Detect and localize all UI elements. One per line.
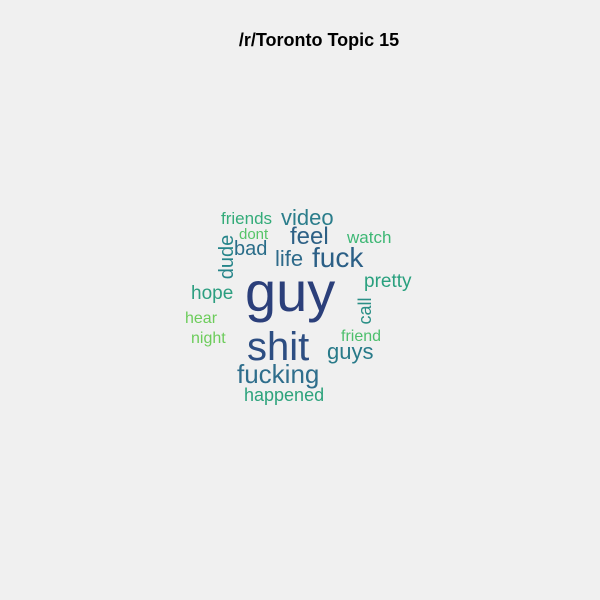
word-life: life	[275, 246, 304, 271]
word-guy: guy	[245, 260, 336, 323]
word-night: night	[191, 330, 226, 347]
word-feel: feel	[290, 223, 329, 250]
word-watch: watch	[347, 228, 392, 247]
word-friends: friends	[221, 209, 273, 228]
word-video: video	[281, 205, 334, 230]
word-pretty: pretty	[364, 271, 412, 292]
chart-title: /r/Toronto Topic 15	[238, 30, 400, 50]
word-guys: guys	[327, 339, 374, 364]
word-bad: bad	[234, 238, 268, 260]
word-hope: hope	[191, 283, 234, 304]
word-happened: happened	[244, 385, 325, 405]
word-friend: friend	[341, 328, 382, 345]
word-dude: dude	[216, 234, 238, 280]
word-fucking: fucking	[237, 359, 320, 389]
word-call: call	[355, 297, 375, 325]
word-hear: hear	[185, 310, 218, 327]
word-dont: dont	[239, 226, 269, 243]
word-fuck: fuck	[312, 242, 364, 273]
word-shit: shit	[247, 325, 310, 369]
